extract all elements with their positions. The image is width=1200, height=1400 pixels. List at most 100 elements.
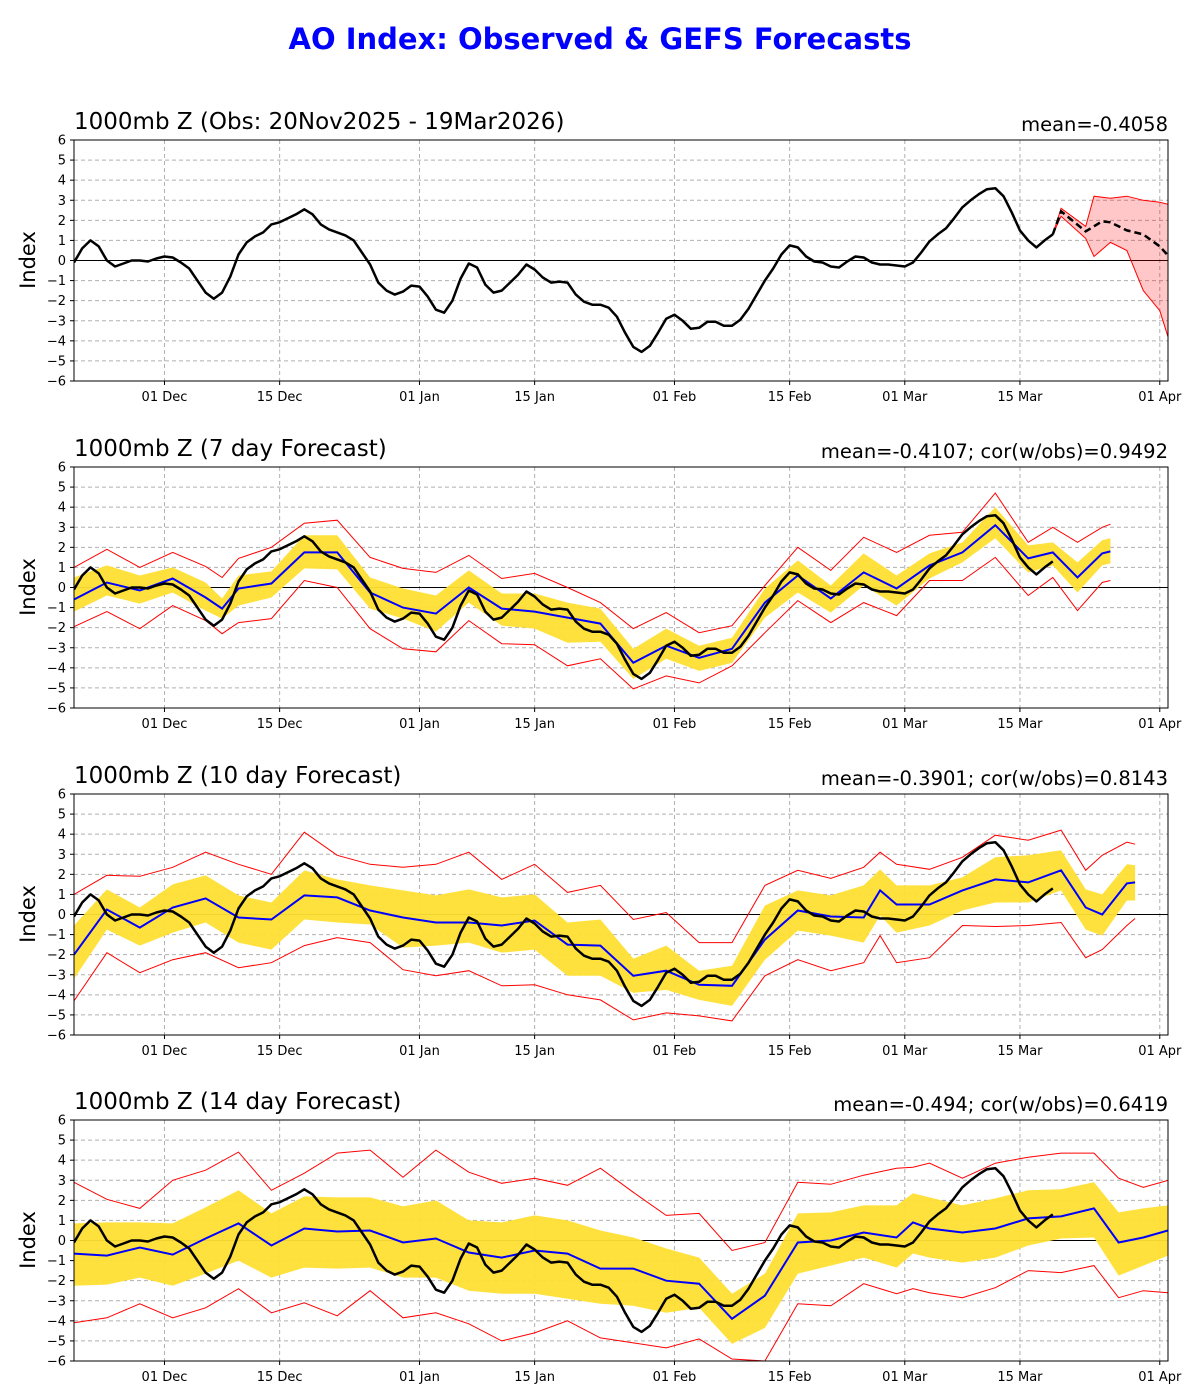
x-tick-label: 15 Feb [768, 390, 812, 405]
panel-2: −6 −5 −4 −3 −2 −1 0 1 2 3 4 5 6 01 Dec 15 Dec 01 Jan 15 … [47, 461, 1182, 733]
y-tick-label: 1 [58, 888, 66, 903]
y-tick-label: 6 [58, 134, 66, 149]
forecast-max-line [74, 1149, 1168, 1252]
plot-area [74, 1149, 1168, 1361]
y-tick-label: 3 [58, 848, 66, 863]
forecast-min-line [74, 1265, 1168, 1361]
y-tick-label: 6 [58, 461, 66, 476]
y-tick-label: −2 [47, 1274, 66, 1289]
y-tick-label: −5 [47, 354, 66, 369]
y-tick-label: −2 [47, 621, 66, 636]
x-tick-label: 01 Dec [142, 1370, 188, 1385]
y-tick-label: −3 [47, 314, 66, 329]
y-tick-label: −1 [47, 928, 66, 943]
x-tick-label: 01 Feb [653, 717, 697, 732]
y-tick-label: −6 [47, 702, 66, 717]
x-tick-label: 01 Mar [882, 1370, 928, 1385]
forecast-min-line [74, 556, 1111, 690]
x-tick-label: 01 Dec [142, 1044, 188, 1059]
y-tick-label: 4 [58, 1154, 66, 1169]
y-tick-label: −6 [47, 1029, 66, 1044]
y-tick-label: −5 [47, 681, 66, 696]
y-tick-label: 1 [58, 561, 66, 576]
x-tick-label: 01 Apr [1138, 1370, 1182, 1385]
x-tick-label: 01 Apr [1138, 1044, 1182, 1059]
forecast-spread-band [74, 850, 1136, 1006]
forecast-max-line [74, 829, 1136, 944]
panel-1-stat: mean=-0.4058 [1021, 113, 1168, 136]
forecast-max-line [74, 492, 1111, 634]
y-tick-label: 0 [58, 1234, 66, 1249]
y-tick-label: 1 [58, 1214, 66, 1229]
x-tick-label: 15 Jan [514, 1044, 555, 1059]
x-tick-label: 01 Apr [1138, 717, 1182, 732]
panel-3-title: 1000mb Z (10 day Forecast) [74, 763, 402, 789]
observed-line [74, 840, 1054, 1008]
plot-area [74, 492, 1111, 690]
y-tick-label: 4 [58, 828, 66, 843]
x-tick-label: 15 Dec [257, 717, 303, 732]
panel-1: −6 −5 −4 −3 −2 −1 0 1 2 3 4 5 6 01 Dec 15 Dec 01 Jan 15 … [47, 134, 1182, 406]
x-tick-label: 15 Mar [997, 390, 1043, 405]
x-tick-label: 01 Jan [399, 717, 440, 732]
x-tick-label: 01 Dec [142, 717, 188, 732]
x-tick-label: 15 Dec [257, 390, 303, 405]
y-tick-label: 4 [58, 501, 66, 516]
panel-4-stat: mean=-0.494; cor(w/obs)=0.6419 [833, 1093, 1168, 1116]
panel-4: −6 −5 −4 −3 −2 −1 0 1 2 3 4 5 6 01 Dec 15 Dec 01 Jan 15 … [47, 1114, 1182, 1386]
plot-area [74, 186, 1168, 354]
y-tick-label: 6 [58, 788, 66, 803]
x-tick-label: 01 Mar [882, 1044, 928, 1059]
y-tick-label: −6 [47, 1355, 66, 1370]
y-tick-label: −4 [47, 661, 66, 676]
x-tick-label: 01 Apr [1138, 390, 1182, 405]
y-tick-label: −4 [47, 1314, 66, 1329]
forecast-spread-band [74, 507, 1111, 679]
y-tick-label: 2 [58, 868, 66, 883]
y-tick-label: 3 [58, 1174, 66, 1189]
panel-2-title: 1000mb Z (7 day Forecast) [74, 436, 387, 462]
x-tick-label: 01 Feb [653, 1370, 697, 1385]
forecast-spread-band [74, 1182, 1168, 1344]
y-tick-label: −1 [47, 601, 66, 616]
x-tick-label: 15 Dec [257, 1044, 303, 1059]
panel-1-title: 1000mb Z (Obs: 20Nov2025 - 19Mar2026) [74, 109, 565, 135]
ensemble-min-line [1052, 215, 1168, 337]
y-tick-label: −2 [47, 294, 66, 309]
y-tick-label: 0 [58, 254, 66, 269]
y-tick-label: 2 [58, 1194, 66, 1209]
x-tick-label: 15 Jan [514, 1370, 555, 1385]
x-tick-label: 15 Feb [768, 1370, 812, 1385]
y-tick-label: 5 [58, 154, 66, 169]
y-tick-label: −3 [47, 1294, 66, 1309]
plot-frame [73, 1119, 1169, 1362]
y-tick-label: 3 [58, 194, 66, 209]
y-tick-label: −3 [47, 641, 66, 656]
x-tick-label: 15 Feb [768, 717, 812, 732]
ensemble-mean-line [1051, 209, 1168, 257]
x-tick-label: 01 Mar [882, 390, 928, 405]
panel-2-stat: mean=-0.4107; cor(w/obs)=0.9492 [820, 440, 1168, 463]
y-tick-label: −4 [47, 334, 66, 349]
x-tick-label: 15 Feb [768, 1044, 812, 1059]
x-tick-label: 15 Mar [997, 1044, 1043, 1059]
y-tick-label: 6 [58, 1114, 66, 1129]
y-tick-label: 2 [58, 541, 66, 556]
y-tick-label: −6 [47, 375, 66, 390]
panel-3-stat: mean=-0.3901; cor(w/obs)=0.8143 [820, 767, 1168, 790]
x-tick-label: 15 Mar [997, 1370, 1043, 1385]
panel-3: −6 −5 −4 −3 −2 −1 0 1 2 3 4 5 6 01 Dec 15 Dec 01 Jan 15 … [47, 788, 1182, 1060]
forecast-min-line [74, 918, 1136, 1022]
x-tick-label: 01 Jan [399, 390, 440, 405]
x-tick-label: 15 Mar [997, 717, 1043, 732]
x-tick-label: 15 Jan [514, 390, 555, 405]
x-tick-label: 01 Dec [142, 390, 188, 405]
observed-line [74, 186, 1054, 354]
x-tick-label: 01 Feb [653, 1044, 697, 1059]
observed-line [74, 513, 1054, 681]
main-title: AO Index: Observed & GEFS Forecasts [288, 22, 912, 56]
plot-frame [73, 139, 1169, 382]
y-tick-label: −4 [47, 988, 66, 1003]
plot-frame [73, 466, 1169, 709]
